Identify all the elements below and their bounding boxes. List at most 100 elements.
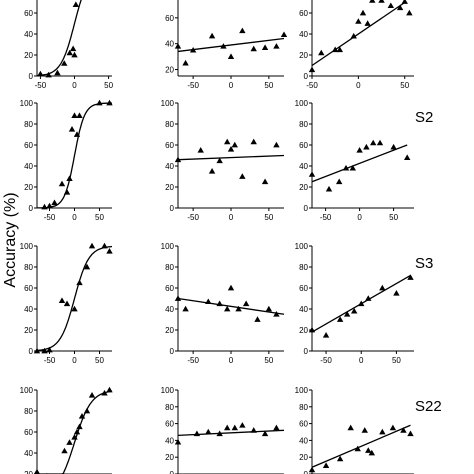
data-point (46, 202, 53, 209)
fit-line (177, 297, 285, 315)
fit-curve (36, 245, 113, 352)
data-point (96, 99, 103, 106)
data-point (41, 203, 48, 210)
data-point (308, 66, 316, 73)
subplot-6: 0 20 40 60 80 100 -50 0 50 (295, 99, 414, 222)
y-tick-label: 80 (299, 120, 308, 129)
y-tick-label: 20 (24, 183, 33, 192)
data-point (379, 428, 386, 435)
data-point (71, 434, 78, 440)
data-point (239, 173, 246, 179)
y-tick-label: 100 (161, 99, 175, 108)
y-tick-label: 60 (299, 9, 308, 18)
y-tick-label: 60 (24, 428, 33, 437)
data-point (174, 438, 182, 445)
x-tick-label: 0 (229, 213, 234, 222)
x-tick-label: -50 (44, 213, 56, 222)
data-point (76, 279, 83, 286)
data-point (182, 305, 189, 312)
y-axis-label: Accuracy (%) (2, 192, 19, 287)
y-tick-label: 100 (295, 242, 309, 251)
data-point (208, 32, 216, 39)
x-tick-label: -50 (187, 213, 199, 222)
y-tick-label: 0 (29, 72, 34, 81)
subplot-7: 0 20 40 60 80 100 -50 0 50 (20, 242, 113, 365)
fit-curve (36, 0, 82, 77)
data-point (58, 180, 66, 187)
x-tick-label: 50 (264, 213, 273, 222)
data-point (376, 139, 384, 146)
y-tick-label: 20 (299, 453, 308, 462)
data-point (76, 112, 83, 118)
y-tick-label: 80 (299, 403, 308, 412)
fit-line (311, 1, 406, 67)
data-point (354, 445, 361, 452)
y-tick-label: 100 (20, 242, 34, 251)
y-tick-label: 100 (295, 99, 309, 108)
y-tick-label: 0 (29, 347, 34, 356)
data-point (308, 466, 316, 473)
data-point (336, 455, 344, 462)
data-point (231, 141, 238, 148)
data-point (407, 274, 414, 280)
data-point (343, 311, 351, 317)
x-tick-label: 50 (95, 356, 104, 365)
y-tick-label: 20 (165, 66, 174, 75)
x-tick-label: -50 (44, 356, 56, 365)
row-label-3: S3 (415, 255, 433, 272)
subplot-4: 0 20 40 60 80 100 -50 0 50 (20, 99, 113, 222)
row-label-4: S22 (415, 398, 442, 415)
y-tick-label: 20 (165, 326, 174, 335)
x-tick-label: 0 (72, 356, 77, 365)
data-point (308, 326, 316, 333)
data-point (71, 305, 78, 312)
x-tick-label: 50 (264, 81, 273, 90)
y-tick-label: 20 (24, 326, 33, 335)
y-tick-label: 40 (24, 449, 33, 458)
fit-line (177, 154, 285, 161)
data-point (224, 424, 231, 431)
data-point (63, 189, 71, 195)
x-tick-label: 0 (356, 81, 361, 90)
fit-line (177, 37, 285, 53)
data-point (68, 126, 76, 132)
data-point (261, 44, 269, 50)
data-point (273, 424, 280, 431)
data-point (88, 392, 96, 398)
data-point (41, 347, 48, 354)
data-point (273, 141, 280, 148)
data-point (231, 424, 238, 431)
y-tick-label: 60 (299, 420, 308, 429)
y-tick-label: 20 (299, 51, 308, 60)
data-point (280, 31, 288, 38)
data-point (331, 46, 339, 53)
data-point (322, 332, 330, 338)
x-tick-label: -50 (320, 356, 332, 365)
y-tick-label: 60 (24, 141, 33, 150)
data-point (33, 347, 41, 354)
data-point (336, 316, 344, 322)
fit-line (311, 144, 408, 183)
data-point (261, 178, 269, 185)
data-point (174, 295, 182, 301)
data-point (250, 45, 257, 52)
x-tick-label: 50 (400, 81, 409, 90)
x-tick-label: 50 (389, 213, 398, 222)
data-point (106, 386, 113, 393)
data-point (208, 168, 216, 174)
data-point (189, 46, 197, 53)
y-tick-label: 100 (161, 386, 175, 395)
data-point (78, 413, 86, 419)
subplot-12: 0 20 40 60 80 100 (295, 386, 414, 474)
y-tick-label: 60 (165, 420, 174, 429)
data-point (66, 49, 73, 56)
y-tick-label: 40 (165, 436, 174, 445)
fit-line (177, 429, 285, 437)
subplot-5: 0 20 40 60 80 100 -50 0 50 (161, 99, 285, 222)
y-tick-label: 0 (304, 204, 309, 213)
data-point (322, 462, 330, 468)
data-point (216, 300, 223, 307)
data-point (46, 346, 53, 353)
